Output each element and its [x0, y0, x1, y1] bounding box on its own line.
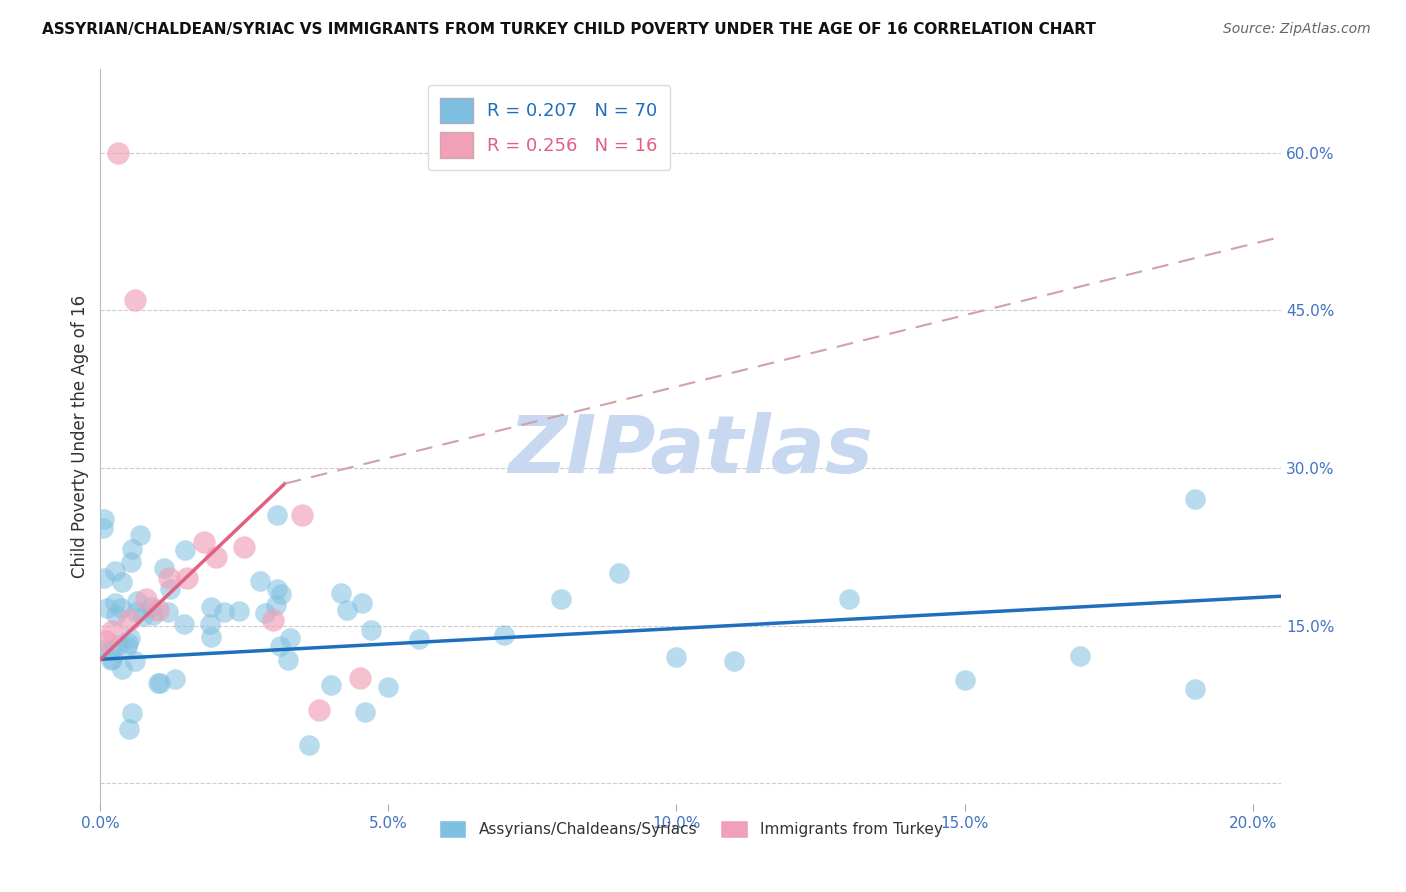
Point [111, 662, 134, 676]
Point [360, 623, 382, 637]
Point [153, 561, 176, 575]
Point [1184, 681, 1206, 696]
Point [121, 706, 143, 721]
Point [117, 636, 139, 650]
Point [107, 638, 129, 652]
Point [100, 642, 122, 657]
Point [277, 653, 299, 667]
Point [124, 654, 146, 668]
Point [149, 676, 172, 690]
Point [110, 600, 132, 615]
Point [253, 606, 276, 620]
Point [118, 613, 141, 627]
Point [118, 722, 141, 736]
Point [198, 617, 221, 632]
Point [377, 680, 399, 694]
Point [142, 607, 165, 622]
Y-axis label: Child Poverty Under the Age of 16: Child Poverty Under the Age of 16 [72, 295, 89, 578]
Point [297, 739, 319, 753]
Point [165, 673, 187, 687]
Point [93, 521, 115, 535]
Point [233, 540, 256, 554]
Point [269, 639, 291, 653]
Point [665, 650, 688, 665]
Point [291, 508, 314, 523]
Point [1069, 648, 1091, 663]
Point [125, 605, 148, 619]
Point [278, 631, 301, 645]
Point [120, 631, 142, 645]
Point [228, 604, 250, 618]
Point [104, 596, 127, 610]
Point [94, 634, 117, 648]
Point [264, 598, 287, 612]
Point [105, 608, 128, 623]
Point [156, 605, 179, 619]
Text: ASSYRIAN/CHALDEAN/SYRIAC VS IMMIGRANTS FROM TURKEY CHILD POVERTY UNDER THE AGE O: ASSYRIAN/CHALDEAN/SYRIAC VS IMMIGRANTS F… [42, 22, 1097, 37]
Point [200, 599, 222, 614]
Point [193, 534, 215, 549]
Point [93, 571, 115, 585]
Point [141, 600, 163, 615]
Point [135, 592, 157, 607]
Point [120, 555, 142, 569]
Point [125, 594, 148, 608]
Point [266, 508, 288, 522]
Point [124, 293, 146, 307]
Legend: Assyrians/Chaldeans/Syriacs, Immigrants from Turkey: Assyrians/Chaldeans/Syriacs, Immigrants … [433, 814, 949, 845]
Point [270, 587, 292, 601]
Point [723, 654, 745, 668]
Point [262, 613, 284, 627]
Point [104, 564, 127, 578]
Point [111, 574, 134, 589]
Point [101, 652, 124, 666]
Point [159, 582, 181, 597]
Point [329, 586, 352, 600]
Point [107, 145, 129, 160]
Point [308, 703, 330, 717]
Point [550, 592, 572, 607]
Point [128, 528, 150, 542]
Point [159, 571, 181, 585]
Point [266, 582, 288, 597]
Point [146, 603, 169, 617]
Point [115, 640, 138, 655]
Point [148, 675, 170, 690]
Point [336, 603, 359, 617]
Point [838, 592, 860, 607]
Point [352, 596, 374, 610]
Point [90, 642, 112, 657]
Point [101, 624, 124, 638]
Point [354, 706, 377, 720]
Point [319, 678, 342, 692]
Point [212, 605, 235, 619]
Point [204, 550, 226, 565]
Point [173, 617, 195, 632]
Point [93, 512, 115, 526]
Point [96, 601, 118, 615]
Point [100, 653, 122, 667]
Text: Source: ZipAtlas.com: Source: ZipAtlas.com [1223, 22, 1371, 37]
Text: ZIPatlas: ZIPatlas [509, 412, 873, 490]
Point [492, 628, 515, 642]
Point [176, 571, 198, 585]
Point [131, 609, 153, 624]
Point [1184, 492, 1206, 507]
Point [953, 673, 976, 687]
Point [349, 671, 371, 685]
Point [173, 542, 195, 557]
Point [249, 574, 271, 589]
Point [200, 630, 222, 644]
Point [607, 566, 630, 580]
Point [121, 542, 143, 557]
Point [408, 632, 430, 646]
